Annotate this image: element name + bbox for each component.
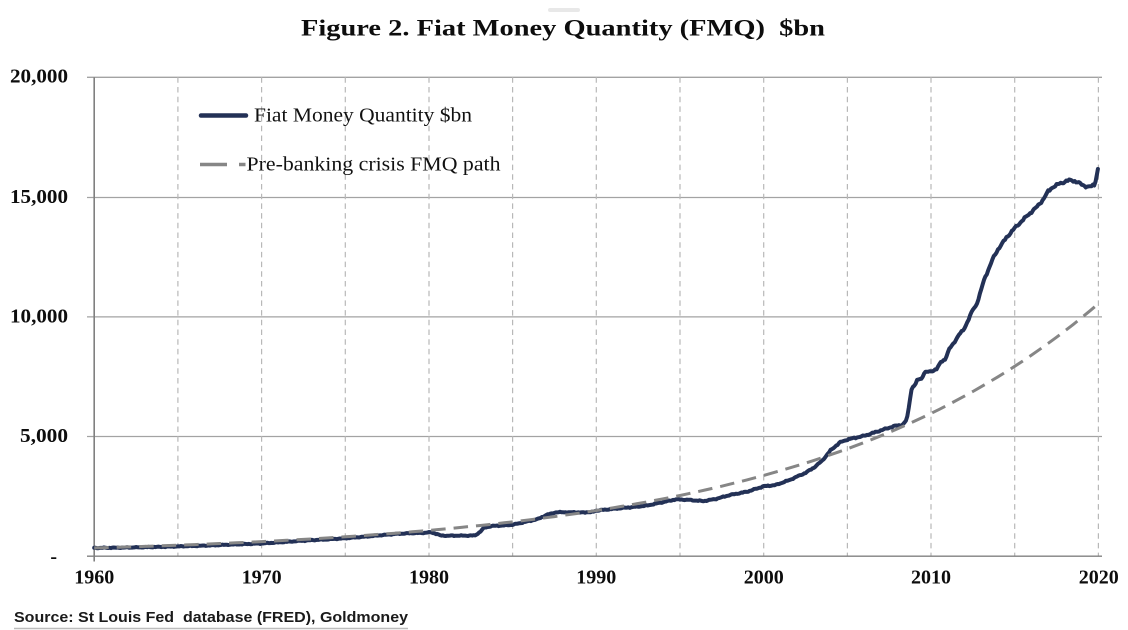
svg-text:1960: 1960 — [74, 567, 114, 589]
svg-text:2010: 2010 — [911, 567, 951, 589]
svg-text:2000: 2000 — [744, 567, 784, 589]
svg-text:5,000: 5,000 — [20, 425, 68, 447]
svg-text:10,000: 10,000 — [10, 305, 68, 327]
svg-text:1990: 1990 — [576, 567, 616, 589]
svg-text:-: - — [50, 546, 57, 568]
svg-text:Figure 2. Fiat Money Quantity: Figure 2. Fiat Money Quantity (FMQ) $bn — [301, 16, 825, 42]
svg-text:1980: 1980 — [409, 567, 449, 589]
svg-text:Fiat Money Quantity $bn: Fiat Money Quantity $bn — [254, 105, 472, 126]
svg-text:15,000: 15,000 — [10, 186, 68, 208]
svg-text:Pre-banking crisis FMQ path: Pre-banking crisis FMQ path — [247, 154, 501, 175]
svg-text:1970: 1970 — [242, 567, 282, 589]
svg-text:Source: St Louis Fed database: Source: St Louis Fed database (FRED), Go… — [14, 609, 409, 626]
svg-text:20,000: 20,000 — [10, 65, 68, 87]
svg-text:2020: 2020 — [1079, 567, 1119, 589]
